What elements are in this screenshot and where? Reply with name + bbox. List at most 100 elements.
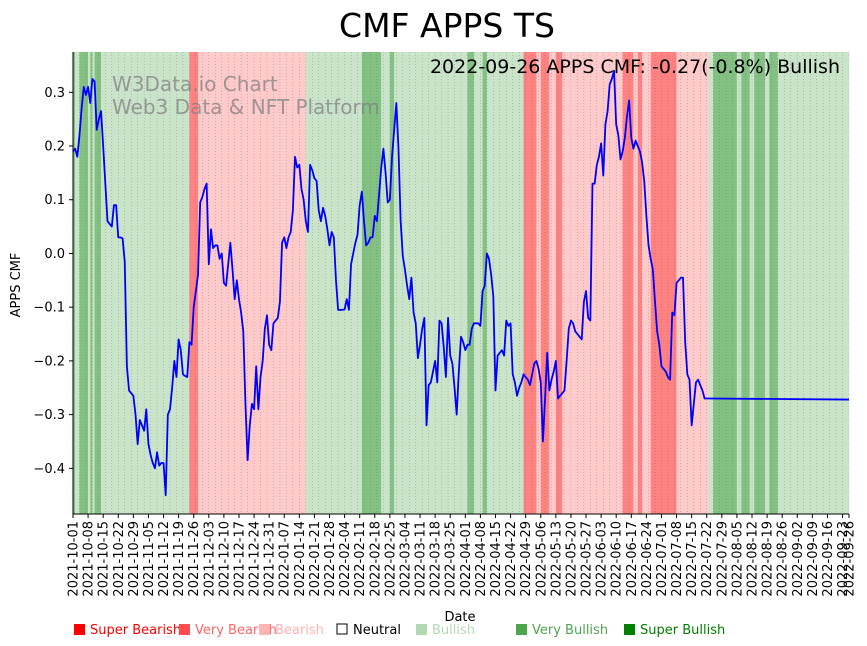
band-34 <box>642 52 651 514</box>
x-tick-label: 2022-05-20 <box>564 521 579 597</box>
x-tick-label: 2022-05-27 <box>580 521 595 597</box>
band-24 <box>491 52 524 514</box>
axes-frame <box>72 52 849 515</box>
legend-swatch <box>624 624 635 635</box>
legend-swatch <box>516 624 527 635</box>
x-tick-label: 2022-07-29 <box>715 521 730 597</box>
y-tick-label: −0.1 <box>33 301 65 316</box>
band-37 <box>708 52 714 514</box>
x-tick-label: 2021-10-22 <box>112 521 127 597</box>
watermark-line-1: Web3 Data & NFT Platform <box>112 95 380 119</box>
x-tick-label: 2022-03-04 <box>398 521 413 597</box>
chart-title: CMF APPS TS <box>339 6 555 45</box>
band-38 <box>713 52 737 514</box>
band-42 <box>754 52 765 514</box>
band-17 <box>389 52 395 514</box>
legend-swatch <box>179 624 190 635</box>
band-30 <box>562 52 623 514</box>
x-tick-label: 2022-08-05 <box>730 521 745 597</box>
band-31 <box>622 52 634 514</box>
band-12 <box>305 52 308 514</box>
x-tick-label: 2022-09-02 <box>791 521 806 597</box>
band-1 <box>75 52 80 514</box>
band-6 <box>94 52 102 514</box>
x-tick-label: 2021-11-19 <box>172 521 187 597</box>
legend-label: Bearish <box>275 623 324 638</box>
band-29 <box>555 52 563 514</box>
x-tick-label: 2021-11-05 <box>142 521 157 597</box>
x-tick-label: 2021-10-01 <box>67 521 82 597</box>
legend-label: Bullish <box>432 623 475 638</box>
y-axis-label: APPS CMF <box>9 253 24 318</box>
x-tick-label: 2022-04-01 <box>459 521 474 597</box>
x-tick-label: 2021-12-10 <box>217 521 232 597</box>
x-grid <box>72 52 850 514</box>
legend-label: Super Bullish <box>640 623 725 638</box>
band-25 <box>523 52 537 514</box>
band-19 <box>450 52 468 514</box>
x-tick-label: 2022-01-07 <box>278 521 293 597</box>
y-tick-label: 0.3 <box>44 86 65 101</box>
x-tick-label: 2022-07-22 <box>700 521 715 597</box>
x-tick-label: 2022-09-23 <box>836 521 851 597</box>
legend-label: Neutral <box>353 623 401 638</box>
x-tick-label: 2022-03-11 <box>414 521 429 597</box>
y-tick-label: 0.0 <box>44 247 65 262</box>
x-tick-label: 2022-06-17 <box>625 521 640 597</box>
band-14 <box>361 52 371 514</box>
x-tick-label: 2022-04-15 <box>489 521 504 597</box>
band-10 <box>198 52 211 514</box>
y-tick-label: −0.3 <box>33 408 65 423</box>
band-13 <box>307 52 362 514</box>
y-tick-label: 0.2 <box>44 140 65 155</box>
y-tick-label: −0.2 <box>33 354 65 369</box>
x-tick-label: 2021-10-29 <box>127 521 142 597</box>
regime-bands <box>73 52 849 514</box>
series-line-0 <box>72 69 850 497</box>
x-tick-label: 2022-02-18 <box>368 521 383 597</box>
band-9 <box>189 52 199 514</box>
x-tick-label: 2022-06-03 <box>595 521 610 597</box>
band-15 <box>370 52 382 514</box>
band-2 <box>79 52 89 514</box>
band-4 <box>90 52 93 514</box>
legend-label: Very Bullish <box>532 623 608 638</box>
y-tick-label: −0.4 <box>33 462 65 477</box>
x-tick-label: 2021-12-17 <box>232 521 247 597</box>
x-tick-label: 2022-02-04 <box>338 521 353 597</box>
legend-swatch <box>416 624 427 635</box>
watermark-line-0: W3Data.io Chart <box>112 72 278 96</box>
band-16 <box>381 52 390 514</box>
legend-swatch <box>259 624 270 635</box>
x-tick-label: 2022-01-21 <box>308 521 323 597</box>
x-tick-label: 2021-12-31 <box>263 521 278 597</box>
x-axis-label: Date <box>444 610 475 625</box>
legend-label: Very Bearish <box>195 623 277 638</box>
x-tick-label: 2022-04-22 <box>504 521 519 597</box>
x-tick-label: 2022-04-08 <box>474 521 489 597</box>
series-lines <box>72 69 850 497</box>
x-tick-label: 2022-06-10 <box>610 521 625 597</box>
x-tick-label: 2022-07-08 <box>670 521 685 597</box>
x-tick-label: 2021-11-12 <box>157 521 172 597</box>
x-tick-label: 2022-09-09 <box>806 521 821 597</box>
legend-swatch <box>336 623 348 635</box>
band-0 <box>73 52 76 514</box>
band-36 <box>676 52 709 514</box>
x-tick-label: 2022-04-29 <box>519 521 534 597</box>
legend-swatch <box>74 624 85 635</box>
x-tick-label: 2022-05-06 <box>534 521 549 597</box>
x-tick-label: 2022-07-01 <box>655 521 670 597</box>
latest-value-annotation: 2022-09-26 APPS CMF: -0.27(-0.8%) Bullis… <box>430 56 840 78</box>
x-tick-label: 2021-10-15 <box>97 521 112 597</box>
x-tick-label: 2022-01-28 <box>323 521 338 597</box>
x-tick-label: 2022-03-18 <box>429 521 444 597</box>
band-21 <box>473 52 483 514</box>
band-20 <box>467 52 474 514</box>
x-tick-label: 2022-08-12 <box>746 521 761 597</box>
x-tick-label: 2022-08-19 <box>761 521 776 597</box>
x-tick-label: 2022-02-25 <box>383 521 398 597</box>
band-45 <box>777 52 849 514</box>
